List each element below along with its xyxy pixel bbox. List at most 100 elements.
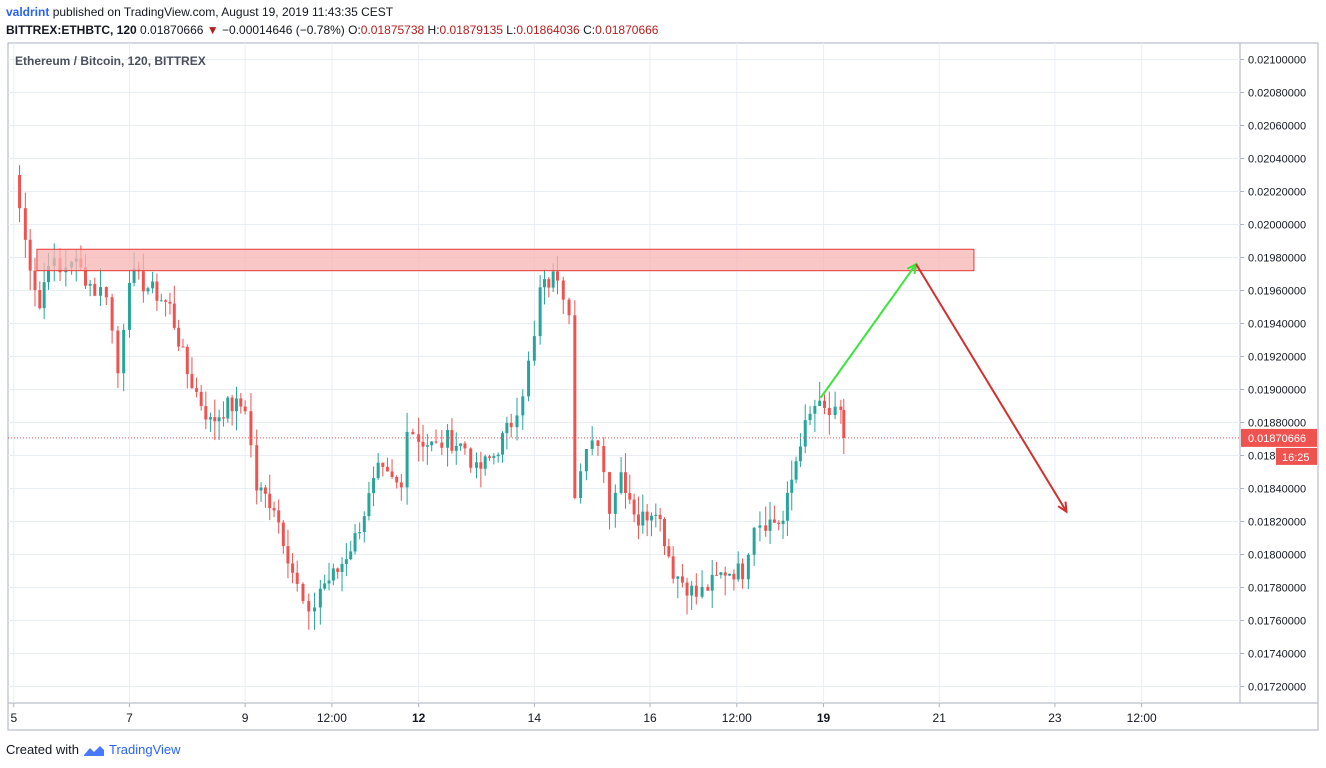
candle-body <box>636 514 640 526</box>
candle-body <box>463 443 467 449</box>
candle-body <box>295 572 299 584</box>
candle-body <box>141 271 145 292</box>
tradingview-brand-link[interactable]: TradingView <box>108 742 181 757</box>
candle-body <box>813 406 817 414</box>
y-tick-label: 0.01780000 <box>1248 583 1306 595</box>
candle-body <box>685 582 689 596</box>
candle-body <box>230 397 234 412</box>
candle-body <box>728 573 732 576</box>
candle-body <box>376 462 380 479</box>
y-tick-label: 0.01800000 <box>1248 550 1306 562</box>
candle-body <box>84 267 88 286</box>
candle-body <box>768 519 772 531</box>
close-value: 0.01870666 <box>595 23 659 37</box>
countdown-label-bg <box>1276 447 1317 465</box>
candle-body <box>99 287 103 296</box>
candle-body <box>168 301 172 304</box>
candle-body <box>483 456 487 469</box>
candle-body <box>425 445 429 447</box>
candle-body <box>336 568 340 572</box>
candle-body <box>741 563 745 580</box>
candle-body <box>798 446 802 462</box>
candle-body <box>772 519 776 523</box>
candle-body <box>706 586 710 591</box>
candle-body <box>469 448 473 468</box>
candle-body <box>641 511 645 526</box>
candle-body <box>185 346 189 375</box>
candle-body <box>277 510 281 523</box>
candle-body <box>690 585 694 596</box>
price-change: −0.00014646 (−0.78%) <box>222 23 345 37</box>
high-value: 0.01879135 <box>439 23 503 37</box>
candle-body <box>23 208 27 240</box>
candle-body <box>38 290 42 309</box>
candle-body <box>331 568 335 581</box>
projection-down-arrowhead <box>1057 501 1068 514</box>
candle-body <box>777 522 781 524</box>
candle-body <box>291 563 295 573</box>
candle-body <box>327 580 331 584</box>
candle-body <box>399 482 403 488</box>
candle-body <box>719 572 723 575</box>
author-link[interactable]: valdrint <box>6 5 50 19</box>
x-tick-label: 5 <box>10 711 17 725</box>
candle-body <box>372 478 376 494</box>
candle-body <box>521 396 525 416</box>
candle-body <box>177 327 181 347</box>
candle-body <box>680 576 684 583</box>
candle-body <box>808 413 812 421</box>
candle-body <box>632 499 636 515</box>
symbol-info: BITTREX:ETHBTC, 120 0.01870666 ▼ −0.0001… <box>6 23 658 37</box>
candle-body <box>723 572 727 576</box>
candle-body <box>323 583 327 589</box>
candle-body <box>501 433 505 455</box>
candle-body <box>132 268 136 283</box>
candle-body <box>619 472 623 493</box>
candle-body <box>42 282 46 309</box>
candle-body <box>676 576 680 579</box>
y-tick-label: 0.01840000 <box>1248 484 1306 496</box>
chart-title: Ethereum / Bitcoin, 120, BITTREX <box>15 54 206 68</box>
plot-area <box>7 42 1241 704</box>
candle-body <box>344 559 348 564</box>
y-tick-label: 0.01980000 <box>1248 253 1306 265</box>
x-tick-label: 9 <box>242 711 249 725</box>
down-arrow-icon: ▼ <box>206 23 219 37</box>
candle-body <box>818 400 822 407</box>
candle-body <box>411 431 415 435</box>
candle-body <box>421 441 425 447</box>
x-tick-label: 12 <box>412 711 426 725</box>
candle-body <box>736 563 740 580</box>
y-tick-label: 0.01940000 <box>1248 319 1306 331</box>
candle-body <box>286 546 290 564</box>
candle-body <box>746 554 750 580</box>
candle-body <box>700 586 704 597</box>
candle-body <box>596 440 600 447</box>
x-tick-label: 12:00 <box>317 711 347 725</box>
candle-body <box>764 525 768 531</box>
last-price-label-bg <box>1241 428 1317 447</box>
candle-body <box>758 525 762 528</box>
candle-body <box>249 411 253 446</box>
candle-body <box>204 406 208 420</box>
candle-body <box>590 440 594 449</box>
candle-body <box>405 431 409 488</box>
y-tick-label: 0.01740000 <box>1248 649 1306 661</box>
low-value: 0.01864036 <box>516 23 580 37</box>
open-label: O: <box>348 23 361 37</box>
y-tick-label: 0.01900000 <box>1248 385 1306 397</box>
candle-body <box>542 279 546 288</box>
candle-body <box>18 175 22 209</box>
candle-body <box>527 360 531 397</box>
candle-body <box>781 520 785 524</box>
y-tick-label: 0.02000000 <box>1248 220 1306 232</box>
candle-body <box>164 300 168 302</box>
x-tick-label: 19 <box>817 711 831 725</box>
candle-body <box>417 434 421 442</box>
candle-body <box>547 279 551 288</box>
close-label: C: <box>583 23 596 37</box>
candle-body <box>515 415 519 428</box>
candle-body <box>671 556 675 579</box>
candle-body <box>263 487 267 494</box>
